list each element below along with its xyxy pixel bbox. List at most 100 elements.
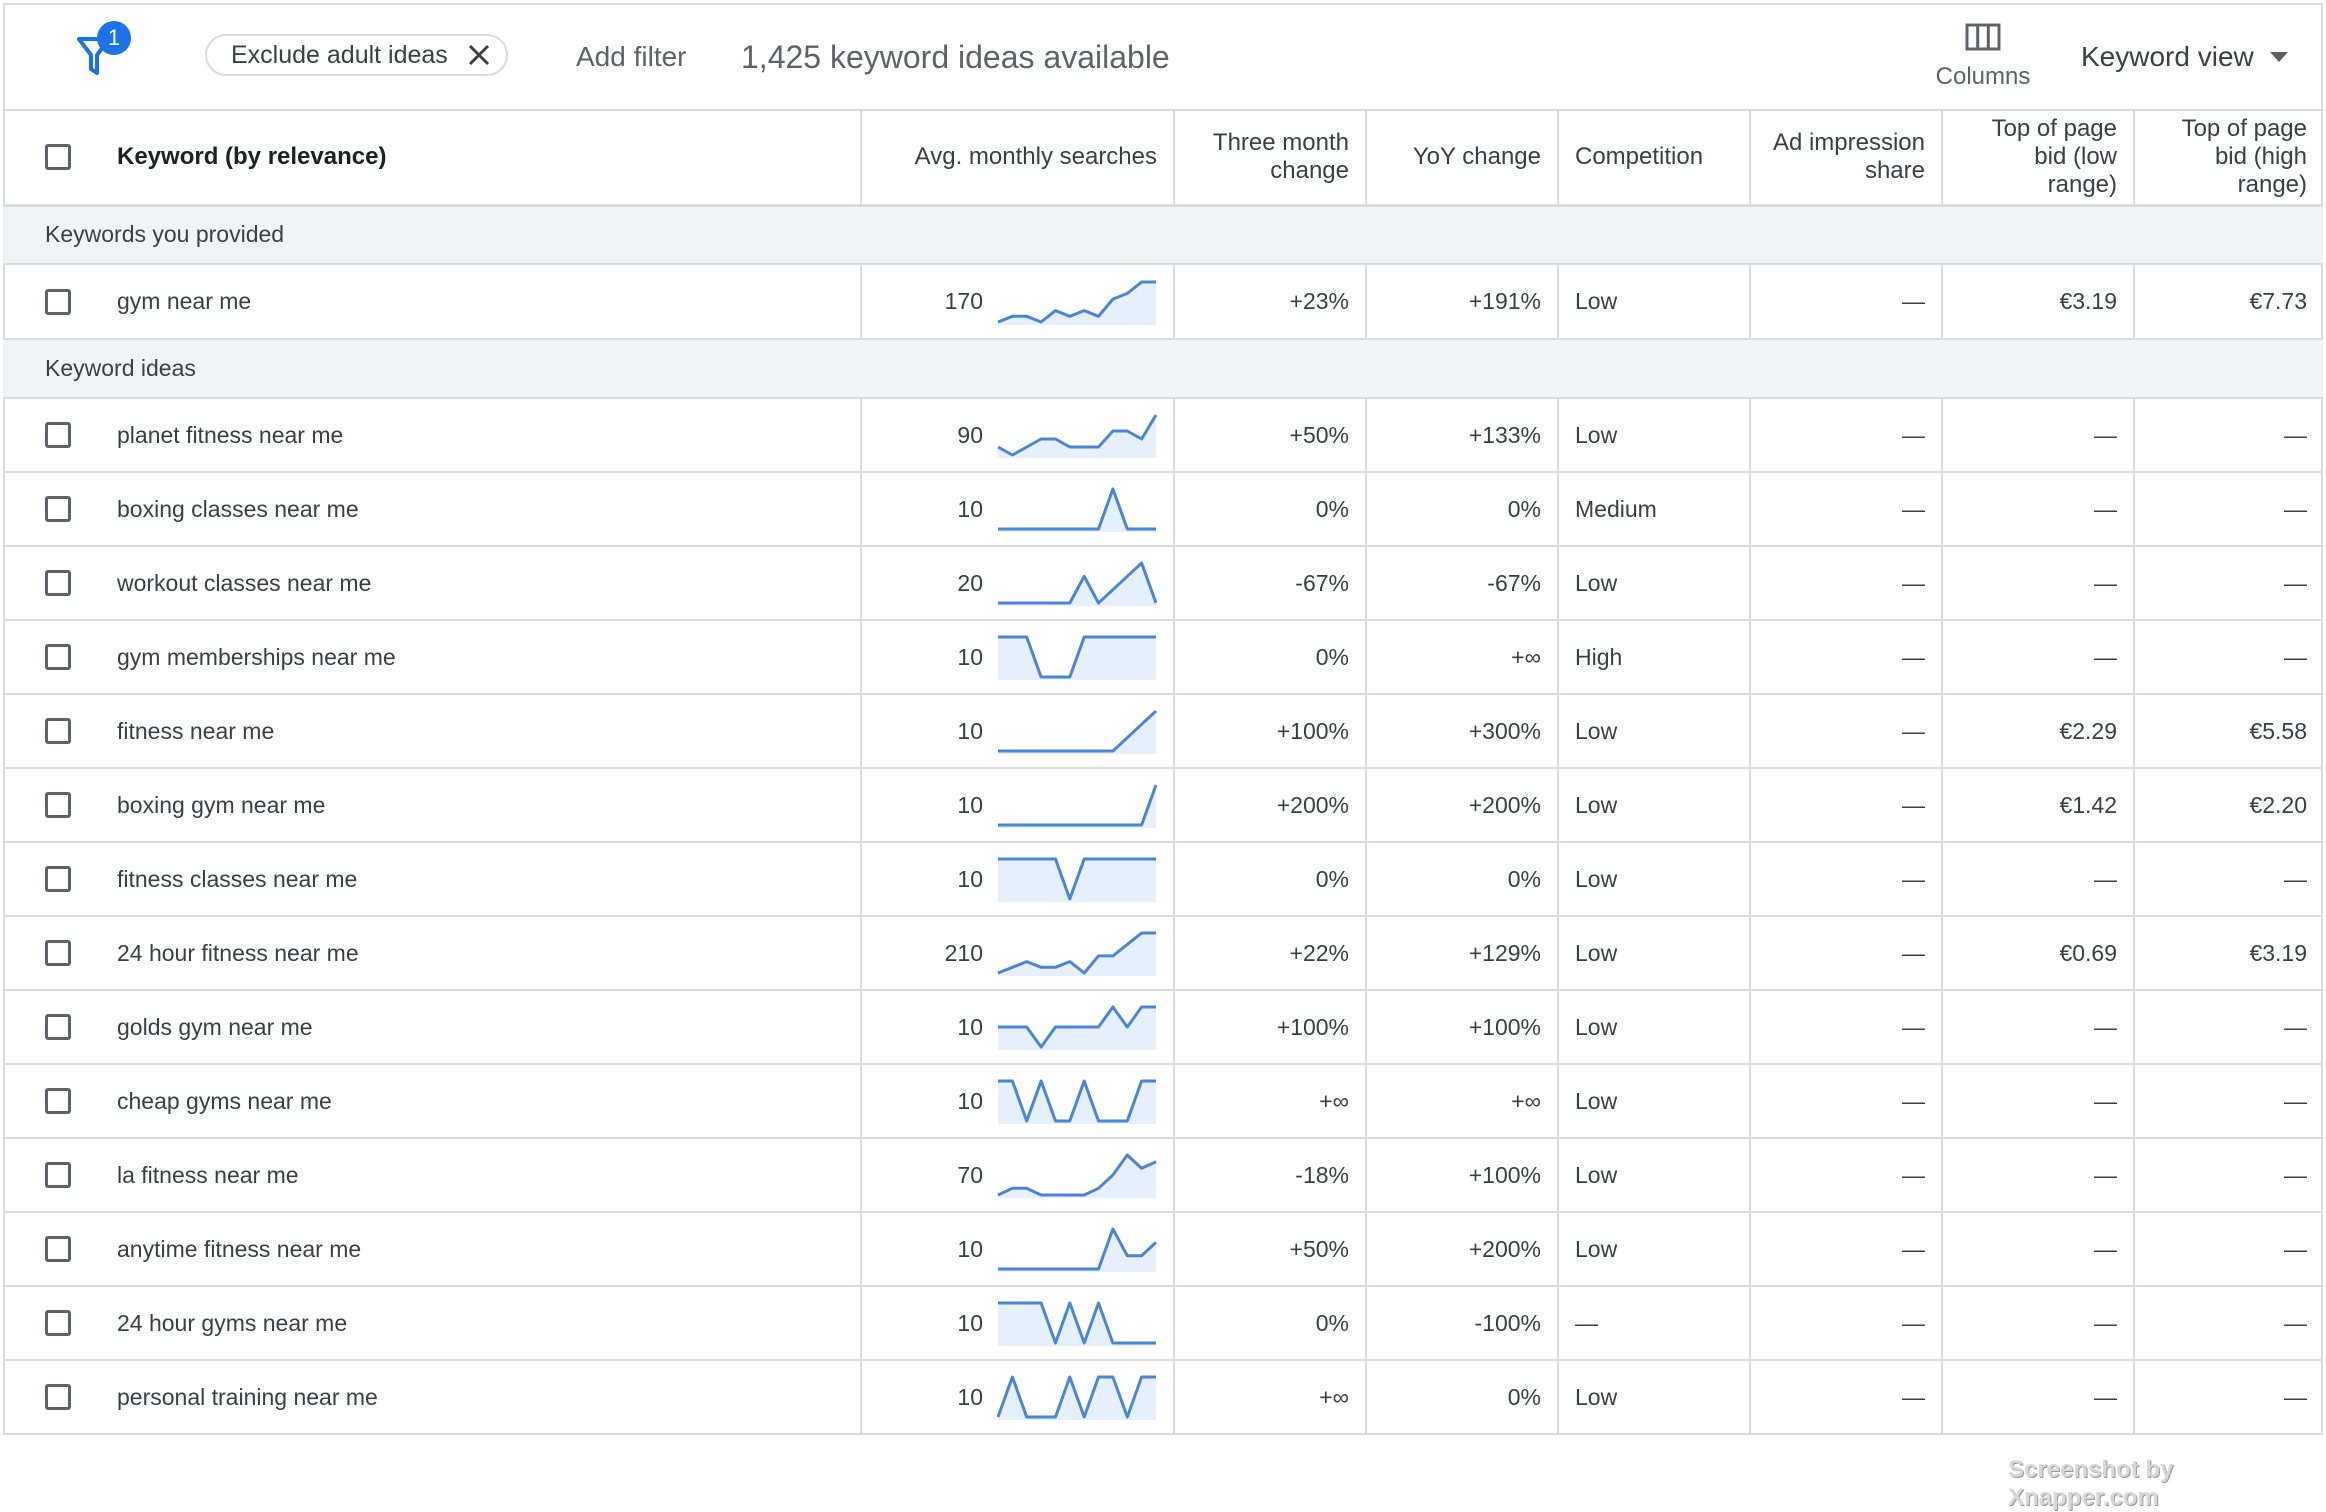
keyword-text: gym near me	[103, 264, 861, 340]
close-icon[interactable]	[466, 42, 492, 68]
keyword-row[interactable]: boxing gym near me 10 +200% +200% Low — €1.42 €…	[3, 768, 2323, 843]
keyword-table: Keyword (by relevance) Avg. monthly sear…	[3, 111, 2323, 1435]
col-avg-searches[interactable]: Avg. monthly searches	[860, 111, 1174, 207]
trend-line	[997, 931, 1156, 975]
ad-impression-share: —	[1749, 398, 1942, 473]
avg-searches-value: 10	[957, 495, 983, 522]
row-checkbox[interactable]	[45, 288, 71, 315]
row-checkbox[interactable]	[45, 1310, 71, 1336]
avg-searches-value: 10	[957, 717, 983, 744]
keyword-row[interactable]: fitness near me 10 +100% +300% Low — €2.29 €5.5…	[3, 694, 2323, 769]
col-three-month-line1: Three month	[1212, 129, 1349, 157]
col-top-bid-high[interactable]: Top of page bid (high range)	[2133, 111, 2323, 207]
watermark: Screenshot by Xnapper.com	[2008, 1456, 2174, 1511]
col-three-month-change[interactable]: Three month change	[1173, 111, 1366, 207]
top-bid-low: —	[1941, 990, 2134, 1065]
col-ad-impression-share[interactable]: Ad impression share	[1749, 111, 1942, 207]
ad-impression-share: —	[1749, 842, 1942, 917]
keyword-row[interactable]: la fitness near me 70 -18% +100% Low — — —	[3, 1138, 2323, 1213]
select-cell	[3, 472, 103, 547]
competition-level: —	[1557, 1286, 1750, 1361]
trend-line	[998, 1079, 1156, 1123]
keyword-row[interactable]: planet fitness near me 90 +50% +133% Low — — —	[3, 398, 2323, 473]
keyword-row[interactable]: boxing classes near me 10 0% 0% Medium — — —	[3, 472, 2323, 547]
keyword-row[interactable]: anytime fitness near me 10 +50% +200% Low — — —	[3, 1212, 2323, 1287]
yoy-change: +191%	[1365, 264, 1558, 340]
trend-area	[998, 785, 1156, 828]
row-checkbox[interactable]	[45, 1162, 71, 1188]
avg-searches-value: 10	[957, 1309, 983, 1336]
col-high-bid-line3: range)	[2237, 171, 2307, 199]
add-filter-button[interactable]: Add filter	[576, 41, 687, 72]
three-month-change: +∞	[1173, 1360, 1366, 1435]
competition-level: Low	[1557, 990, 1750, 1065]
columns-label: Columns	[1935, 63, 2031, 90]
keyword-row[interactable]: workout classes near me 20 -67% -67% Low — — —	[3, 546, 2323, 621]
yoy-change: 0%	[1365, 1360, 1558, 1435]
row-checkbox[interactable]	[45, 1236, 71, 1262]
row-checkbox[interactable]	[45, 496, 71, 522]
row-checkbox[interactable]	[45, 644, 71, 670]
competition-level: Low	[1557, 546, 1750, 621]
select-cell	[3, 1064, 103, 1139]
keyword-row[interactable]: fitness classes near me 10 0% 0% Low — — —	[3, 842, 2323, 917]
row-checkbox[interactable]	[45, 570, 71, 596]
select-cell	[3, 768, 103, 843]
avg-searches-value: 10	[957, 865, 983, 892]
row-checkbox[interactable]	[45, 1088, 71, 1114]
trend-sparkline	[998, 709, 1157, 754]
keyword-view-dropdown[interactable]: Keyword view	[2081, 41, 2288, 73]
three-month-change: -67%	[1173, 546, 1366, 621]
select-cell	[3, 1138, 103, 1213]
yoy-change: +100%	[1365, 1138, 1558, 1213]
select-cell	[3, 264, 103, 340]
keyword-row[interactable]: 24 hour fitness near me 210 +22% +129% Low — €…	[3, 916, 2323, 991]
three-month-change: 0%	[1173, 1286, 1366, 1361]
competition-level: High	[1557, 620, 1750, 695]
competition-level: Low	[1557, 768, 1750, 843]
yoy-change: -100%	[1365, 1286, 1558, 1361]
avg-searches-cell: 90	[860, 398, 1174, 473]
filter-button[interactable]: 1	[73, 21, 137, 85]
three-month-change: +∞	[1173, 1064, 1366, 1139]
trend-area	[998, 489, 1156, 532]
keyword-row[interactable]: personal training near me 10 +∞ 0% Low — — —	[3, 1360, 2323, 1435]
col-high-bid-line1: Top of page	[2181, 115, 2307, 143]
top-bid-low: —	[1941, 398, 2134, 473]
row-checkbox[interactable]	[45, 422, 71, 448]
keyword-row[interactable]: gym near me 170 +23% +191% Low — €3.19 €7.73	[3, 264, 2323, 340]
avg-searches-value: 210	[944, 939, 983, 966]
select-all-checkbox[interactable]	[45, 144, 71, 171]
trend-sparkline	[997, 280, 1156, 325]
avg-searches-cell: 10	[860, 1286, 1174, 1361]
col-competition[interactable]: Competition	[1557, 111, 1750, 207]
top-bid-low: €2.29	[1941, 694, 2134, 769]
top-bid-low: —	[1941, 1064, 2134, 1139]
competition-level: Low	[1557, 264, 1750, 340]
keyword-text: anytime fitness near me	[103, 1212, 861, 1287]
ad-impression-share: —	[1749, 1138, 1942, 1213]
keyword-row[interactable]: cheap gyms near me 10 +∞ +∞ Low — — —	[3, 1064, 2323, 1139]
row-checkbox[interactable]	[45, 792, 71, 818]
select-cell	[3, 1212, 103, 1287]
exclude-adult-chip[interactable]: Exclude adult ideas	[205, 34, 508, 76]
keyword-text: boxing classes near me	[103, 472, 861, 547]
col-keyword[interactable]: Keyword (by relevance)	[103, 111, 861, 207]
row-checkbox[interactable]	[45, 1014, 71, 1040]
avg-searches-cell: 10	[860, 1212, 1174, 1287]
row-checkbox[interactable]	[45, 1384, 71, 1410]
columns-button[interactable]: Columns	[1923, 23, 2043, 91]
col-ad-share-line1: Ad impression	[1772, 129, 1925, 157]
trend-line	[997, 1375, 1156, 1419]
row-checkbox[interactable]	[45, 866, 71, 892]
trend-area	[998, 933, 1156, 976]
keyword-row[interactable]: golds gym near me 10 +100% +100% Low — — —	[3, 990, 2323, 1065]
keyword-row[interactable]: gym memberships near me 10 0% +∞ High — — —	[3, 620, 2323, 695]
keyword-row[interactable]: 24 hour gyms near me 10 0% -100% — — — —	[3, 1286, 2323, 1361]
trend-sparkline	[998, 1301, 1156, 1346]
trend-sparkline	[997, 414, 1157, 458]
row-checkbox[interactable]	[45, 718, 71, 744]
row-checkbox[interactable]	[45, 940, 71, 966]
col-top-bid-low[interactable]: Top of page bid (low range)	[1941, 111, 2134, 207]
col-yoy-change[interactable]: YoY change	[1365, 111, 1558, 207]
